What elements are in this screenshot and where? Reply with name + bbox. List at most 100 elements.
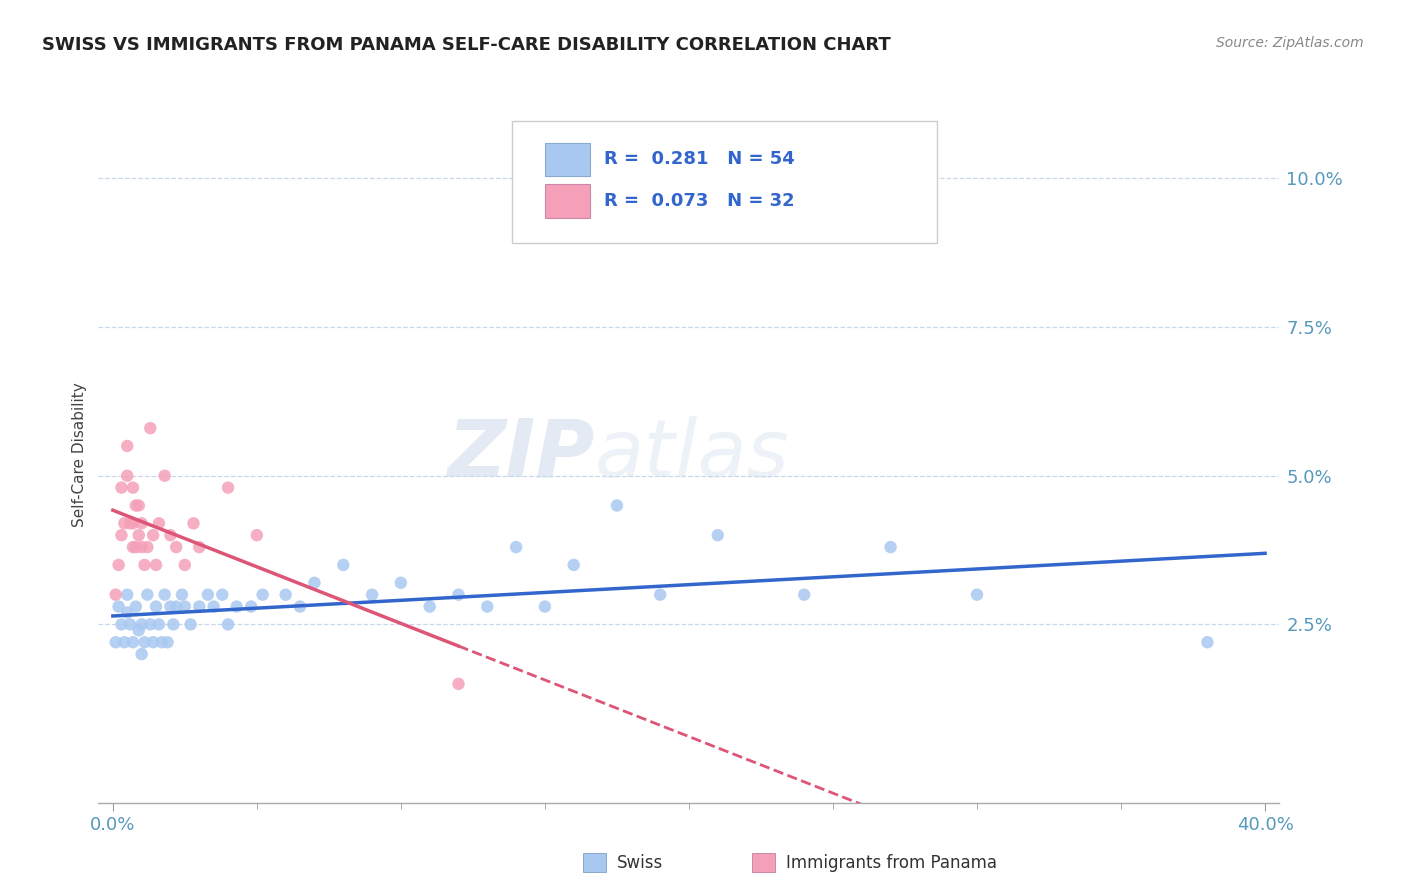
Point	[650, 588, 672, 602]
Point	[197, 588, 219, 602]
Point	[188, 540, 211, 554]
Point	[134, 635, 156, 649]
Point	[125, 499, 148, 513]
Point	[217, 617, 239, 632]
Point	[122, 481, 145, 495]
Point	[165, 540, 187, 554]
Point	[180, 617, 202, 632]
Point	[240, 599, 263, 614]
Text: R =  0.073   N = 32: R = 0.073 N = 32	[605, 192, 794, 210]
Point	[115, 468, 138, 483]
Text: R =  0.281   N = 54: R = 0.281 N = 54	[605, 150, 794, 169]
Text: Swiss: Swiss	[617, 854, 664, 871]
Point	[122, 540, 145, 554]
Point	[115, 439, 138, 453]
Point	[148, 617, 170, 632]
Point	[162, 617, 184, 632]
Point	[139, 617, 162, 632]
Point	[165, 599, 187, 614]
Point	[332, 558, 354, 572]
Point	[447, 677, 470, 691]
Point	[211, 588, 233, 602]
Point	[136, 540, 159, 554]
Point	[125, 540, 148, 554]
FancyBboxPatch shape	[512, 121, 936, 243]
Point	[706, 528, 728, 542]
Point	[120, 516, 142, 531]
Bar	[546, 185, 589, 218]
Point	[142, 528, 165, 542]
Point	[131, 540, 153, 554]
Point	[1197, 635, 1219, 649]
Point	[419, 599, 441, 614]
Point	[112, 516, 135, 531]
Point	[304, 575, 326, 590]
Point	[505, 540, 527, 554]
Point	[107, 558, 129, 572]
Point	[252, 588, 274, 602]
Bar	[752, 853, 775, 872]
Point	[139, 421, 162, 435]
Point	[145, 599, 167, 614]
Point	[131, 516, 153, 531]
Point	[128, 624, 150, 638]
Text: atlas: atlas	[595, 416, 789, 494]
Text: Source: ZipAtlas.com: Source: ZipAtlas.com	[1216, 36, 1364, 50]
Text: Immigrants from Panama: Immigrants from Panama	[786, 854, 997, 871]
Point	[112, 635, 135, 649]
Point	[159, 528, 181, 542]
Point	[148, 516, 170, 531]
Point	[477, 599, 499, 614]
Point	[153, 468, 176, 483]
Bar	[546, 143, 589, 176]
Point	[131, 617, 153, 632]
Point	[104, 635, 127, 649]
Point	[136, 588, 159, 602]
Point	[110, 528, 132, 542]
Point	[202, 599, 225, 614]
Point	[128, 528, 150, 542]
Point	[107, 599, 129, 614]
Point	[188, 599, 211, 614]
Point	[110, 617, 132, 632]
Point	[122, 635, 145, 649]
Point	[170, 588, 193, 602]
Point	[110, 481, 132, 495]
Point	[173, 599, 195, 614]
Point	[361, 588, 384, 602]
Point	[274, 588, 297, 602]
Text: SWISS VS IMMIGRANTS FROM PANAMA SELF-CARE DISABILITY CORRELATION CHART: SWISS VS IMMIGRANTS FROM PANAMA SELF-CAR…	[42, 36, 891, 54]
Point	[183, 516, 205, 531]
Point	[125, 599, 148, 614]
Point	[389, 575, 412, 590]
Point	[159, 599, 181, 614]
Point	[562, 558, 585, 572]
Point	[288, 599, 311, 614]
Point	[134, 558, 156, 572]
Point	[153, 588, 176, 602]
Point	[217, 481, 239, 495]
Point	[879, 540, 901, 554]
Point	[793, 588, 815, 602]
Point	[115, 606, 138, 620]
Y-axis label: Self-Care Disability: Self-Care Disability	[72, 383, 87, 527]
Point	[104, 588, 127, 602]
Point	[120, 617, 142, 632]
Point	[150, 635, 173, 649]
Point	[115, 588, 138, 602]
Point	[606, 499, 628, 513]
Point	[534, 599, 557, 614]
Bar	[583, 853, 606, 872]
Point	[156, 635, 179, 649]
Point	[145, 558, 167, 572]
Point	[128, 499, 150, 513]
Point	[246, 528, 269, 542]
Point	[966, 588, 988, 602]
Point	[122, 516, 145, 531]
Text: ZIP: ZIP	[447, 416, 595, 494]
Point	[225, 599, 247, 614]
Point	[447, 588, 470, 602]
Point	[131, 647, 153, 661]
Point	[173, 558, 195, 572]
Point	[142, 635, 165, 649]
